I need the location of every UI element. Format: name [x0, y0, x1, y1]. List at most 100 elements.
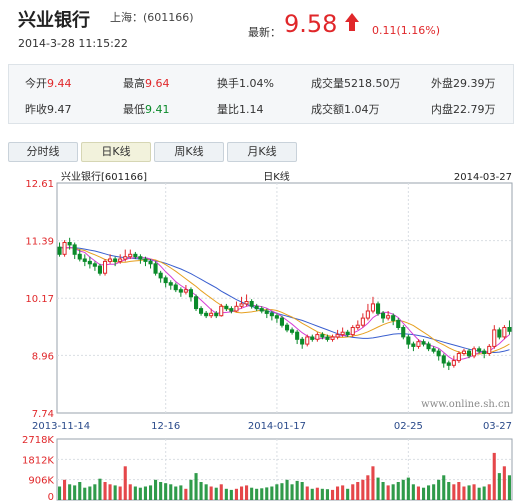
vol-tick-label: 906K: [28, 476, 54, 487]
volume-bar: [234, 488, 238, 500]
candle-body: [62, 242, 67, 255]
candle-body: [502, 327, 507, 338]
candle-body: [138, 256, 143, 260]
volratio-value: 1.14: [239, 103, 264, 116]
candle-body: [446, 362, 451, 366]
quote-prevclose: 昨收9.47: [25, 101, 72, 117]
volume-bar: [169, 484, 173, 500]
candle-body: [340, 331, 345, 336]
candle-body: [264, 310, 269, 314]
candle-body: [431, 348, 436, 352]
tab-intraday[interactable]: 分时线: [8, 142, 78, 162]
volume-bar: [295, 480, 299, 500]
volume-bar: [270, 486, 274, 500]
volume-bar: [204, 484, 208, 500]
candle-body: [259, 308, 264, 312]
candle-body: [178, 289, 183, 293]
candle-body: [274, 315, 279, 319]
low-label: 最低: [123, 103, 145, 116]
quote-turnover: 换手1.04%: [217, 75, 274, 91]
candle-body: [77, 253, 82, 260]
volume-bar: [250, 487, 254, 500]
prevclose-label: 昨收: [25, 103, 47, 116]
candle-body: [239, 303, 244, 307]
candle-body: [300, 338, 305, 345]
volume-bar: [159, 482, 163, 500]
volume-bar: [401, 479, 405, 500]
candle-body: [421, 341, 426, 345]
exchange-code: 上海：(601166): [110, 9, 194, 25]
volume-bar: [209, 486, 213, 500]
x-tick-label: 12-16: [151, 421, 180, 432]
tab-daily-k[interactable]: 日K线: [81, 142, 151, 162]
amount-value: 1.04万: [344, 103, 380, 116]
volume-label: 成交量: [311, 77, 344, 90]
candle-body: [254, 305, 259, 310]
candle-body: [285, 324, 290, 331]
y-tick-label: 12.61: [25, 179, 54, 190]
candle-body: [118, 258, 123, 262]
volume-bar: [472, 484, 476, 500]
volume-bar: [143, 486, 147, 500]
volume-bar: [98, 478, 102, 500]
volume-bar: [416, 486, 420, 500]
candle-body: [209, 312, 214, 317]
volume-bar: [285, 479, 289, 500]
candle-body: [492, 329, 497, 347]
volume-bar: [154, 479, 158, 500]
volume-bar: [240, 486, 244, 500]
volume-bar: [189, 479, 193, 500]
volume-bar: [437, 479, 441, 500]
candle-body: [113, 258, 118, 262]
candle-body: [386, 315, 391, 319]
candle-body: [335, 334, 340, 338]
volume-bar: [305, 486, 309, 500]
volume-bar: [507, 475, 511, 500]
inner-label: 内盘: [431, 103, 453, 116]
x-tick-label: 2013-11-14: [32, 421, 90, 432]
candle-body: [234, 305, 239, 312]
volume-bar: [83, 487, 87, 500]
candle-body: [244, 301, 249, 305]
quote-volume: 成交量5218.50万: [311, 75, 401, 91]
volume-bar: [275, 484, 279, 500]
y-tick-label: 11.39: [25, 237, 54, 248]
volume-bar: [331, 489, 335, 500]
volume-bar: [366, 475, 370, 500]
candle-body: [305, 336, 310, 345]
volume-bar: [78, 482, 82, 500]
candle-body: [148, 260, 153, 265]
volume-bar: [280, 483, 284, 500]
volume-bar: [245, 485, 249, 500]
candle-body: [487, 345, 492, 354]
tab-weekly-k[interactable]: 周K线: [154, 142, 224, 162]
last-price: 9.58: [284, 10, 338, 38]
prevclose-value: 9.47: [47, 103, 72, 116]
candle-body: [310, 336, 315, 340]
candle-body: [436, 350, 441, 357]
stock-name: 兴业银行: [18, 10, 90, 31]
outer-label: 外盘: [431, 77, 453, 90]
candle-body: [82, 258, 87, 262]
chart-title-left: 兴业银行[601166]: [61, 170, 147, 183]
volume-bar: [467, 485, 471, 500]
volume-bar: [432, 484, 436, 500]
ma10-line: [59, 246, 510, 355]
volume-bar: [63, 479, 67, 500]
quote-high: 最高9.64: [123, 75, 170, 91]
candle-body: [199, 308, 204, 314]
volume-bar: [265, 487, 269, 500]
vol-tick-label: 0: [48, 492, 54, 503]
tab-monthly-k[interactable]: 月K线: [227, 142, 297, 162]
volratio-label: 量比: [217, 103, 239, 116]
volume-bar: [502, 466, 506, 500]
candle-body: [441, 355, 446, 364]
candle-body: [279, 317, 284, 326]
candle-body: [320, 334, 325, 338]
volume-bar: [179, 485, 183, 500]
open-label: 今开: [25, 77, 47, 90]
watermark: www.online.sh.cn: [421, 399, 510, 410]
inner-value: 22.79万: [453, 103, 496, 116]
volume-bar: [300, 482, 304, 500]
candle-body: [290, 329, 295, 333]
